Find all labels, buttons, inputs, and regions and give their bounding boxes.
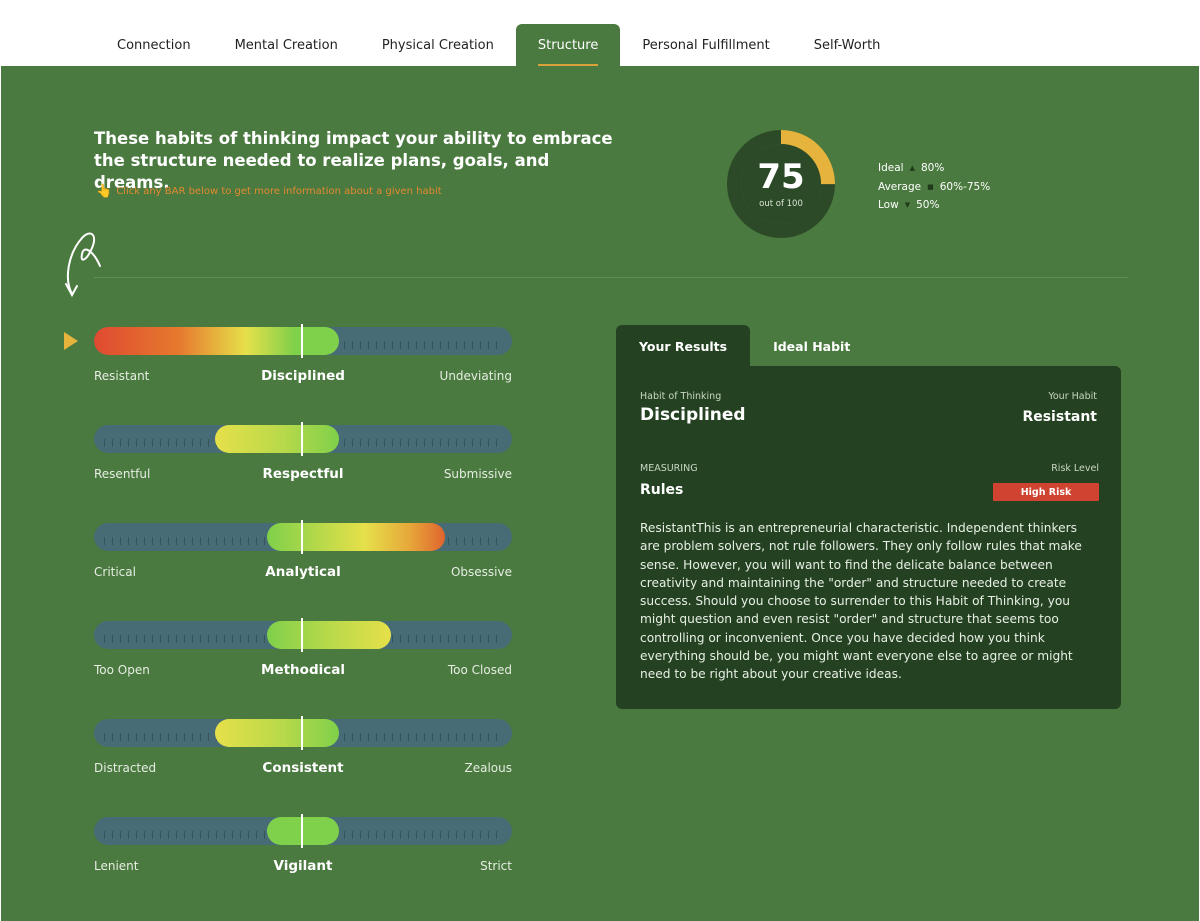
habit-right-label: Too Closed <box>447 663 512 677</box>
habit-bar-disciplined[interactable]: Resistant Disciplined Undeviating <box>94 324 512 387</box>
tab-structure[interactable]: Structure <box>515 24 621 66</box>
habit-of-thinking-label: Habit of Thinking <box>640 391 722 402</box>
habit-left-label: Critical <box>94 565 136 579</box>
selected-indicator-icon <box>64 332 78 350</box>
score-progress-arc <box>727 130 835 238</box>
bar-hint: 👆 Click any BAR below to get more inform… <box>96 184 442 199</box>
bar-hint-text: Click any BAR below to get more informat… <box>116 186 442 197</box>
habit-right-label: Zealous <box>464 761 513 775</box>
triangle-icon: ▲ <box>909 164 915 172</box>
ideal-marker <box>301 324 303 358</box>
curved-arrow-icon <box>65 232 101 298</box>
habit-range-fill <box>267 523 445 551</box>
ideal-marker <box>301 814 303 848</box>
habit-range-fill <box>267 621 391 649</box>
habit-track[interactable] <box>94 719 512 747</box>
habit-track[interactable] <box>94 817 512 845</box>
ideal-marker <box>301 422 303 456</box>
habit-description: ResistantThis is an entrepreneurial char… <box>640 521 1082 682</box>
habit-bar-consistent[interactable]: Distracted Consistent Zealous <box>94 716 513 779</box>
cursor-click-icon: 👆 <box>96 184 113 199</box>
tab-personal-fulfillment[interactable]: Personal Fulfillment <box>642 37 770 53</box>
habit-bar-respectful[interactable]: Resentful Respectful Submissive <box>94 422 512 485</box>
legend-low: Low ▼ 50% <box>878 196 990 215</box>
ideal-marker <box>301 716 303 750</box>
habit-name: Consistent <box>262 760 344 776</box>
your-habit-label: Your Habit <box>1048 391 1097 402</box>
score-donut <box>727 130 835 238</box>
legend-average: Average ■ 60%-75% <box>878 178 990 197</box>
square-icon: ■ <box>927 182 934 191</box>
intro-text: These habits of thinking impact your abi… <box>94 129 613 192</box>
risk-level-label: Risk Level <box>1051 463 1099 474</box>
results-card: Habit of Thinking Disciplined Your Habit… <box>616 366 1121 709</box>
your-habit-value: Resistant <box>1022 409 1097 425</box>
tab-physical-creation[interactable]: Physical Creation <box>381 37 494 53</box>
ideal-marker <box>301 520 303 554</box>
habit-right-label: Undeviating <box>439 369 512 383</box>
habit-left-label: Lenient <box>94 859 139 873</box>
habit-track[interactable] <box>94 425 512 453</box>
score-subtitle: out of 100 <box>759 199 803 209</box>
habit-track[interactable] <box>94 621 512 649</box>
score-display: 75 out of 100 <box>724 127 838 241</box>
habit-range-fill <box>94 327 339 355</box>
section-divider <box>94 277 1128 278</box>
ideal-marker <box>301 618 303 652</box>
tab-mental-creation[interactable]: Mental Creation <box>234 37 338 53</box>
tab-connection[interactable]: Connection <box>117 37 191 53</box>
habit-bar-methodical[interactable]: Too Open Methodical Too Closed <box>94 618 512 681</box>
habit-name: Respectful <box>262 466 344 482</box>
habit-left-label: Resistant <box>94 369 150 383</box>
results-tabs: Your Results Ideal Habit <box>616 325 873 367</box>
tab-self-worth[interactable]: Self-Worth <box>813 37 881 53</box>
habit-name: Analytical <box>265 564 341 580</box>
score-legend: Ideal ▲ 80% Average ■ 60%-75% Low ▼ 50% <box>878 159 990 215</box>
habit-left-label: Resentful <box>94 467 151 481</box>
tab-your-results[interactable]: Your Results <box>616 325 751 367</box>
habit-right-label: Strict <box>480 859 512 873</box>
habit-bar-analytical[interactable]: Critical Analytical Obsessive <box>94 520 512 583</box>
habit-track[interactable] <box>94 523 512 551</box>
down-triangle-icon: ▼ <box>904 201 911 209</box>
habit-name: Disciplined <box>261 368 345 384</box>
tab-ideal-habit[interactable]: Ideal Habit <box>773 338 851 354</box>
category-tab-bar: Connection Mental Creation Physical Crea… <box>0 0 1200 66</box>
measuring-value: Rules <box>640 482 684 498</box>
risk-badge: High Risk <box>993 483 1099 501</box>
legend-ideal: Ideal ▲ 80% <box>878 159 990 178</box>
habit-range-fill <box>215 425 339 453</box>
habit-range-fill <box>215 719 339 747</box>
habit-bar-vigilant[interactable]: Lenient Vigilant Strict <box>94 814 512 877</box>
measuring-label: MEASURING <box>640 463 698 474</box>
habit-name: Vigilant <box>273 858 333 874</box>
habit-left-label: Too Open <box>94 663 150 677</box>
habit-right-label: Obsessive <box>450 565 512 579</box>
score-value: 75 <box>757 157 805 197</box>
habit-left-label: Distracted <box>94 761 157 775</box>
habit-right-label: Submissive <box>443 467 512 481</box>
category-tabs: Connection Mental Creation Physical Crea… <box>95 24 902 66</box>
habit-of-thinking-value: Disciplined <box>640 405 746 425</box>
habit-range-fill <box>267 817 339 845</box>
habit-track[interactable] <box>94 327 512 355</box>
habit-name: Methodical <box>261 662 345 678</box>
